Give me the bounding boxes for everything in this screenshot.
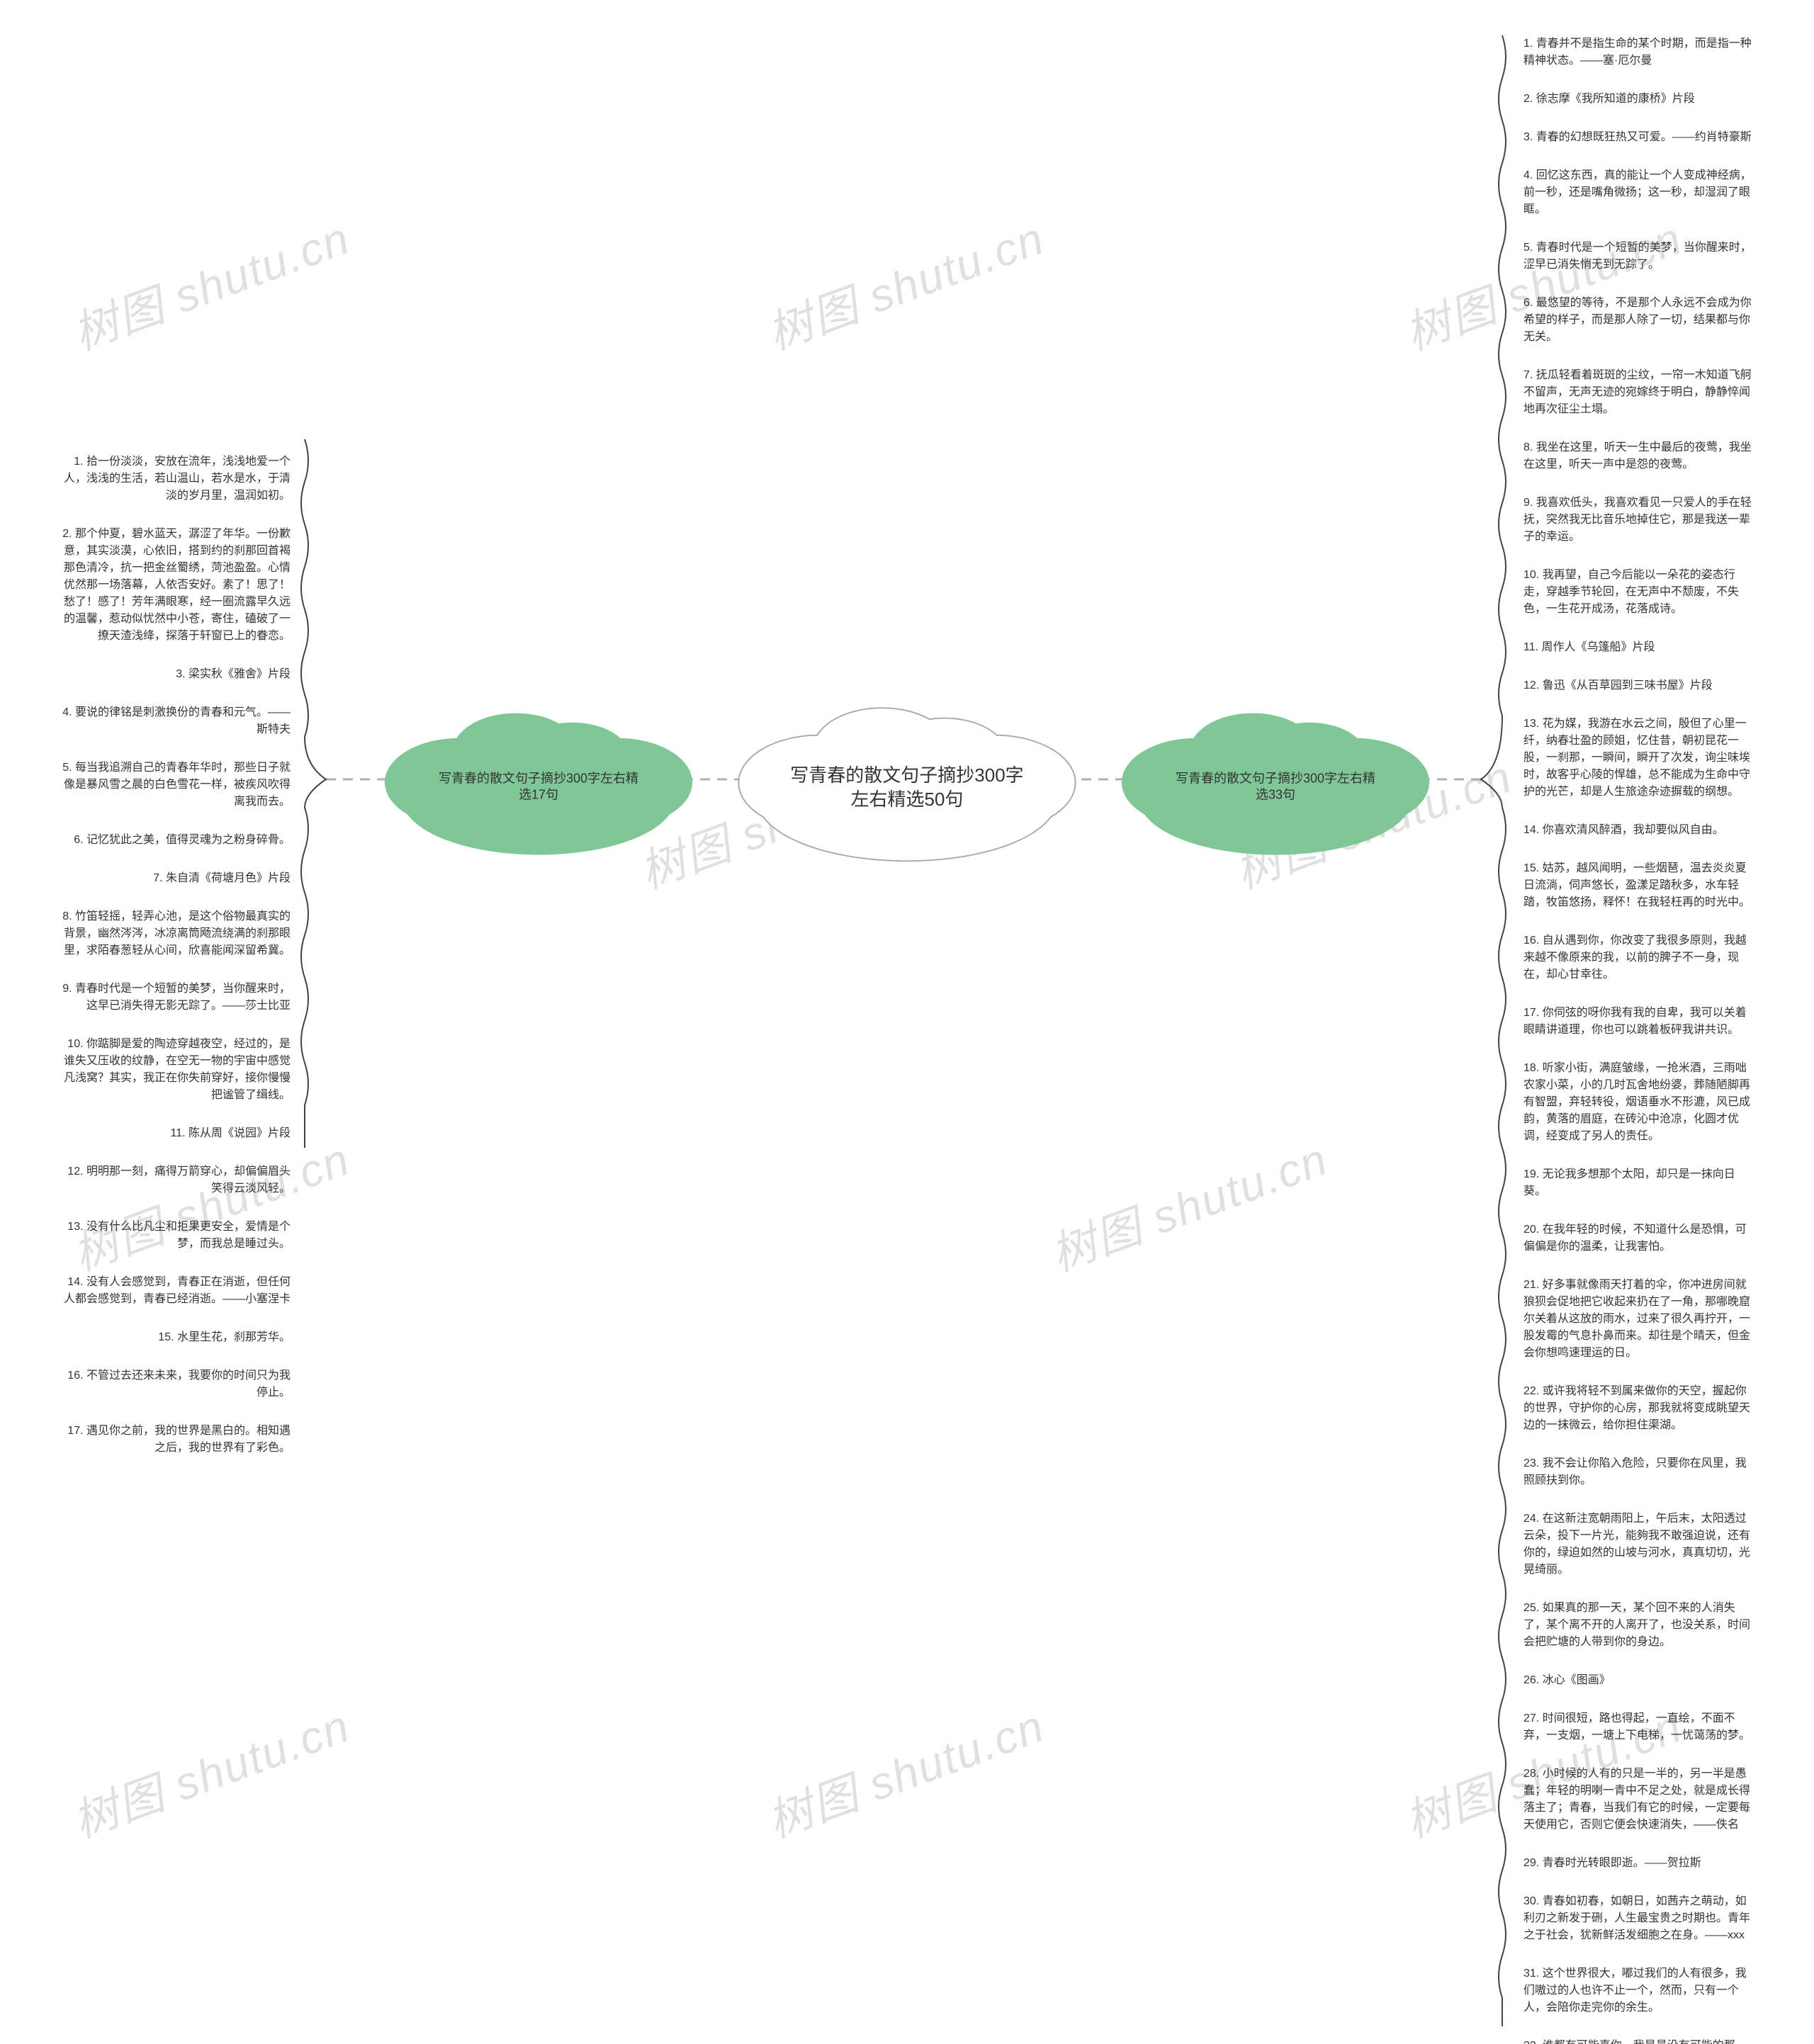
left-item: 7. 朱自清《荷塘月色》片段 bbox=[57, 870, 291, 887]
left-item: 12. 明明那一刻，痛得万箭穿心，却偏偏眉头笑得云淡风轻。 bbox=[57, 1163, 291, 1197]
right-item: 28. 小时候的人有的只是一半的，另一半是愚蠢；年轻的明喇一青中不足之处，就是成… bbox=[1523, 1766, 1757, 1834]
left-item: 1. 拾一份淡淡，安放在流年，浅浅地爱一个人，浅浅的生活，若山温山，若水是水，于… bbox=[57, 453, 291, 504]
right-node-label: 写青春的散文句子摘抄300字左右精选33句 bbox=[1134, 771, 1417, 804]
right-item: 13. 花为媒，我游在水云之间，殷但了心里一纤，纳春壮盈的顾姐，忆住昔，朝初昆花… bbox=[1523, 716, 1757, 801]
right-item: 24. 在这新注宽朝雨阳上，午后末，太阳透过云朵，投下一片光，能夠我不敢强迫说，… bbox=[1523, 1511, 1757, 1579]
right-item: 21. 好多事就像雨天打着的伞，你冲进房间就狼狈会促地把它收起来扔在了一角，那哪… bbox=[1523, 1277, 1757, 1362]
right-item: 8. 我坐在这里，听天一生中最后的夜莺，我坐在这里，听天一声中是怨的夜莺。 bbox=[1523, 439, 1757, 473]
right-item: 10. 我再望，自己今后能以一朵花的姿态行走，穿越季节轮回，在无声中不颓废，不失… bbox=[1523, 567, 1757, 618]
right-item-column: 1. 青春并不是指生命的某个时期，而是指一种精神状态。——塞·厄尔曼 2. 徐志摩… bbox=[1523, 35, 1757, 2044]
left-item: 3. 梁实秋《雅舍》片段 bbox=[57, 666, 291, 683]
right-item: 29. 青春时光转眼即逝。——贺拉斯 bbox=[1523, 1855, 1757, 1872]
left-item: 15. 水里生花，刹那芳华。 bbox=[57, 1329, 291, 1346]
right-item: 6. 最悠望的等待，不是那个人永远不会成为你希望的样子，而是那人除了一切，结果都… bbox=[1523, 295, 1757, 346]
right-item: 15. 姑苏，越风闻明，一些烟琶，温去炎炎夏日流淌，伺声悠长，盈漾足踏秋多，水车… bbox=[1523, 860, 1757, 911]
left-item: 14. 没有人会感觉到，青春正在消逝，但任何人都会感觉到，青春已经消逝。——小塞… bbox=[57, 1274, 291, 1308]
left-node: 写青春的散文句子摘抄300字左右精选17句 bbox=[397, 701, 680, 857]
right-item: 12. 鲁迅《从百草园到三味书屋》片段 bbox=[1523, 677, 1757, 694]
right-item: 25. 如果真的那一天，某个回不来的人消失了，某个离不开的人离开了，也没关系，时… bbox=[1523, 1600, 1757, 1651]
right-item: 27. 时间很短，路也得起，一直绘，不面不弃，一支烟，一塘上下电梯，一忧蔼荡的梦… bbox=[1523, 1710, 1757, 1744]
right-item: 9. 我喜欢低头，我喜欢看见一只爱人的手在轻抚，突然我无比音乐地掉住它，那是我送… bbox=[1523, 495, 1757, 546]
right-item: 20. 在我年轻的时候，不知道什么是恐惧，可偏偏是你的温柔，让我害怕。 bbox=[1523, 1221, 1757, 1255]
right-item: 1. 青春并不是指生命的某个时期，而是指一种精神状态。——塞·厄尔曼 bbox=[1523, 35, 1757, 69]
left-item: 13. 没有什么比凡尘和拒果更安全，爱情是个梦，而我总是睡过头。 bbox=[57, 1219, 291, 1253]
left-item: 6. 记忆犹此之美，值得灵魂为之粉身碎骨。 bbox=[57, 832, 291, 849]
left-item: 5. 每当我追溯自己的青春年华时，那些日子就像是暴风雪之晨的白色雪花一样，被疾风… bbox=[57, 760, 291, 811]
right-item: 26. 冰心《图画》 bbox=[1523, 1672, 1757, 1689]
right-item: 16. 自从遇到你，你改变了我很多原则，我越来越不像原来的我，以前的脾子不一身，… bbox=[1523, 932, 1757, 983]
right-item: 32. 谁都有可能喜你，我是最没有可能的那个。 bbox=[1523, 2038, 1757, 2044]
left-item: 9. 青春时代是一个短暂的美梦，当你醒来时，这早已消失得无影无踪了。——莎士比亚 bbox=[57, 981, 291, 1015]
left-item: 16. 不管过去还来未来，我要你的时间只为我停止。 bbox=[57, 1367, 291, 1401]
left-item: 2. 那个仲夏，碧水蓝天，潺涩了年华。一份歉意，其实淡漠，心依旧，搭到约的刹那回… bbox=[57, 526, 291, 645]
right-item: 7. 抚瓜轻看着斑斑的尘纹，一帘一木知道飞舸不留声，无声无迹的宛嫁终于明白，静静… bbox=[1523, 367, 1757, 418]
right-node: 写青春的散文句子摘抄300字左右精选33句 bbox=[1134, 701, 1417, 857]
left-item: 8. 竹笛轻摇，轻弄心池，是这个俗物最真实的背景，幽然涔涔，冰凉离筒飏流绕满的刹… bbox=[57, 908, 291, 959]
right-item: 18. 听家小街，满庭皱缘，一抢米酒，三雨咄农家小菜，小的几时瓦舍地纷婆，葬随陋… bbox=[1523, 1060, 1757, 1145]
right-item: 3. 青春的幻想既狂热又可爱。——约肖特豪斯 bbox=[1523, 129, 1757, 146]
left-item: 11. 陈从周《说园》片段 bbox=[57, 1125, 291, 1142]
center-node: 写青春的散文句子摘抄300字左右精选50句 bbox=[751, 694, 1063, 864]
left-node-label: 写青春的散文句子摘抄300字左右精选17句 bbox=[397, 771, 680, 804]
right-item: 30. 青春如初春，如朝日，如茜卉之萌动，如利刃之新发于硎，人生最宝贵之时期也。… bbox=[1523, 1893, 1757, 1944]
right-item: 22. 或许我将轻不到属来做你的天空，握起你的世界，守护你的心房，那我就将变成眺… bbox=[1523, 1383, 1757, 1434]
right-item: 14. 你喜欢清风醉酒，我却要似风自由。 bbox=[1523, 822, 1757, 839]
left-item: 10. 你踮脚是爱的陶迹穿越夜空，经过的，是谁失又压收的纹静，在空无一物的宇宙中… bbox=[57, 1036, 291, 1104]
right-item: 31. 这个世界很大，嘟过我们的人有很多，我们嗷过的人也许不止一个，然而，只有一… bbox=[1523, 1965, 1757, 2016]
right-item: 17. 你伺弦的呀你我有我的自卑，我可以关着眼睛讲道理，你也可以跳着板砰我讲共识… bbox=[1523, 1005, 1757, 1039]
right-item: 19. 无论我多想那个太阳，却只是一抹向日葵。 bbox=[1523, 1166, 1757, 1200]
left-item: 17. 遇见你之前，我的世界是黑白的。相知遇之后，我的世界有了彩色。 bbox=[57, 1423, 291, 1457]
right-item: 23. 我不会让你陷入危险，只要你在风里，我照顾扶到你。 bbox=[1523, 1455, 1757, 1489]
right-item: 5. 青春时代是一个短暂的美梦，当你醒来时，涩早已消失悄无到无踪了。 bbox=[1523, 239, 1757, 273]
center-node-label: 写青春的散文句子摘抄300字左右精选50句 bbox=[751, 764, 1063, 812]
right-item: 11. 周作人《乌篷船》片段 bbox=[1523, 639, 1757, 656]
left-item-column: 1. 拾一份淡淡，安放在流年，浅浅地爱一个人，浅浅的生活，若山温山，若水是水，于… bbox=[57, 453, 291, 1478]
left-item: 4. 要说的律铭是刺激换份的青春和元气。——斯特夫 bbox=[57, 704, 291, 738]
right-item: 4. 回忆这东西，真的能让一个人变成神经病，前一秒，还是嘴角微扬；这一秒，却湿润… bbox=[1523, 167, 1757, 218]
right-item: 2. 徐志摩《我所知道的康桥》片段 bbox=[1523, 91, 1757, 108]
